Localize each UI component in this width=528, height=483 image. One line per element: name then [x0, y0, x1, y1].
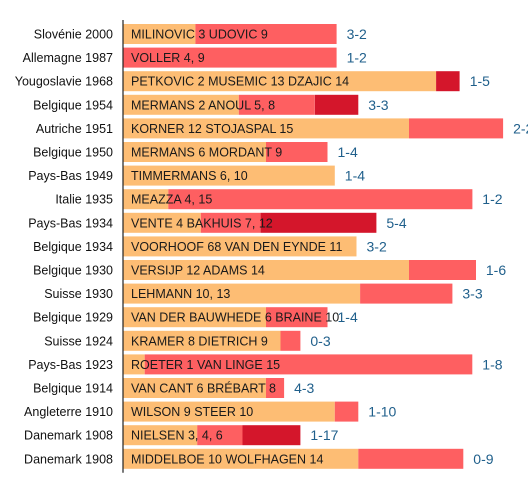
category-label: Danemark 1908: [24, 452, 113, 466]
scorer-label: VAN CANT 6 BRÉBART 8: [131, 381, 276, 396]
scorer-label: VAN DER BAUWHEDE 6 BRAINE 10: [131, 311, 339, 325]
scorer-label: LEHMANN 10, 13: [131, 287, 230, 301]
score-label: 3-2: [347, 26, 367, 42]
scorer-label: MIDDELBOE 10 WOLFHAGEN 14: [131, 452, 323, 466]
score-label: 4-3: [294, 380, 314, 396]
score-label: 1-8: [482, 356, 502, 372]
category-label: Pays-Bas 1923: [28, 358, 113, 372]
category-label: Allemagne 1987: [23, 51, 113, 65]
category-label: Yougoslavie 1968: [15, 75, 113, 89]
scorer-label: ROETER 1 VAN LINGE 15: [131, 358, 280, 372]
category-label: Belgique 1930: [33, 264, 113, 278]
scorer-label: MEAZZA 4, 15: [131, 193, 212, 207]
score-label: 1-17: [310, 427, 338, 443]
bar-segment-goal-band: [360, 283, 453, 304]
bar-segment-scorer-band: [123, 425, 198, 446]
bar-segment-goal-band: [123, 47, 337, 68]
bar-segment-scorer-band: [123, 307, 266, 328]
bar-segment-scorer-band: [123, 354, 145, 375]
bar-segment-goal-band: [266, 378, 285, 398]
bars-group: [123, 24, 504, 469]
category-label: Slovénie 2000: [34, 28, 113, 42]
bar-segment-scorer-band: [123, 401, 335, 422]
bar-segment-goal-band: [168, 189, 473, 210]
scorer-label: VOORHOOF 68 VAN DEN EYNDE 11: [131, 240, 342, 254]
scorer-label: WILSON 9 STEER 10: [131, 405, 253, 419]
score-label: 0-9: [473, 451, 493, 467]
category-label: Belgique 1950: [33, 146, 113, 160]
bar-segment-goal-band: [144, 354, 473, 375]
score-label: 3-3: [368, 97, 388, 113]
scorer-label: PETKOVIC 2 MUSEMIC 13 DZAJIC 14: [131, 75, 349, 89]
bar-segment-goal-band: [195, 24, 337, 44]
bar-segment-extra-band: [436, 71, 460, 92]
scorer-label: TIMMERMANS 6, 10: [131, 169, 248, 183]
scorer-label: VENTE 4 BAKHUIS 7, 12: [131, 216, 273, 230]
category-label: Belgique 1934: [33, 240, 113, 254]
bar-segment-scorer-band: [123, 448, 359, 469]
scorer-label: VERSIJP 12 ADAMS 14: [131, 264, 265, 278]
bar-segment-goal-band: [358, 448, 464, 469]
bar-segment-extra-band: [314, 94, 359, 115]
bar-segment-scorer-band: [123, 142, 266, 162]
bar-segment-goal-band: [409, 260, 476, 280]
bar-segment-goal-band: [266, 307, 328, 328]
labels-group: Slovénie 2000 MILINOVIC 3 UDOVIC 9 3-2 Alle…: [15, 26, 528, 467]
category-label: Suisse 1930: [44, 287, 113, 301]
bar-segment-goal-band: [334, 401, 359, 422]
bar-segment-goal-band: [200, 212, 261, 233]
category-label: Italie 1935: [55, 193, 113, 207]
category-label: Angleterre 1910: [24, 405, 113, 419]
bar-segment-scorer-band: [123, 189, 169, 210]
scorer-label: NIELSEN 3, 4, 6: [131, 429, 223, 443]
category-label: Belgique 1929: [33, 311, 113, 325]
scorer-label: KORNER 12 STOJASPAL 15: [131, 122, 293, 136]
score-label: 1-4: [338, 309, 358, 325]
category-label: Pays-Bas 1949: [28, 169, 113, 183]
bar-segment-goal-band: [280, 330, 301, 351]
bar-segment-scorer-band: [123, 71, 437, 92]
score-label: 0-3: [310, 333, 330, 349]
category-label: Belgique 1954: [33, 98, 113, 112]
bar-segment-goal-band: [266, 142, 328, 162]
score-label: 2-2: [513, 120, 528, 136]
bar-segment-scorer-band: [123, 165, 335, 186]
bar-segment-extra-band: [242, 425, 301, 446]
score-label: 3-2: [367, 238, 387, 254]
bar-segment-scorer-band: [123, 24, 196, 44]
bar-segment-scorer-band: [123, 212, 201, 233]
scorer-label: MERMANS 6 MORDANT 9: [131, 146, 282, 160]
score-label: 1-4: [338, 144, 358, 160]
score-label: 1-6: [486, 262, 506, 278]
bar-segment-goal-band: [197, 425, 243, 446]
category-label: Belgique 1914: [33, 382, 113, 396]
score-label: 1-2: [347, 50, 367, 66]
score-label: 1-4: [345, 168, 365, 184]
bar-segment-scorer-band: [123, 94, 239, 115]
category-label: Danemark 1908: [24, 429, 113, 443]
bar-segment-scorer-band: [123, 330, 281, 351]
scorer-label: VOLLER 4, 9: [131, 51, 205, 65]
bar-segment-scorer-band: [123, 283, 361, 304]
category-label: Autriche 1951: [36, 122, 113, 136]
score-label: 1-5: [470, 73, 490, 89]
scorer-label: KRAMER 8 DIETRICH 9: [131, 334, 268, 348]
score-label: 3-3: [462, 286, 482, 302]
bar-segment-extra-band: [260, 212, 377, 233]
score-label: 5-4: [386, 215, 406, 231]
bar-segment-scorer-band: [123, 118, 409, 139]
scorer-label: MILINOVIC 3 UDOVIC 9: [131, 28, 268, 42]
category-label: Suisse 1924: [44, 334, 113, 348]
bar-segment-scorer-band: [123, 236, 357, 257]
category-label: Pays-Bas 1934: [28, 216, 113, 230]
bar-segment-goal-band: [409, 118, 504, 139]
score-label: 1-10: [368, 404, 396, 420]
bar-segment-goal-band: [238, 94, 315, 115]
scorer-label: MERMANS 2 ANOUL 5, 8: [131, 98, 275, 112]
score-label: 1-2: [482, 191, 502, 207]
bar-segment-scorer-band: [123, 378, 266, 398]
bar-segment-scorer-band: [123, 260, 409, 280]
